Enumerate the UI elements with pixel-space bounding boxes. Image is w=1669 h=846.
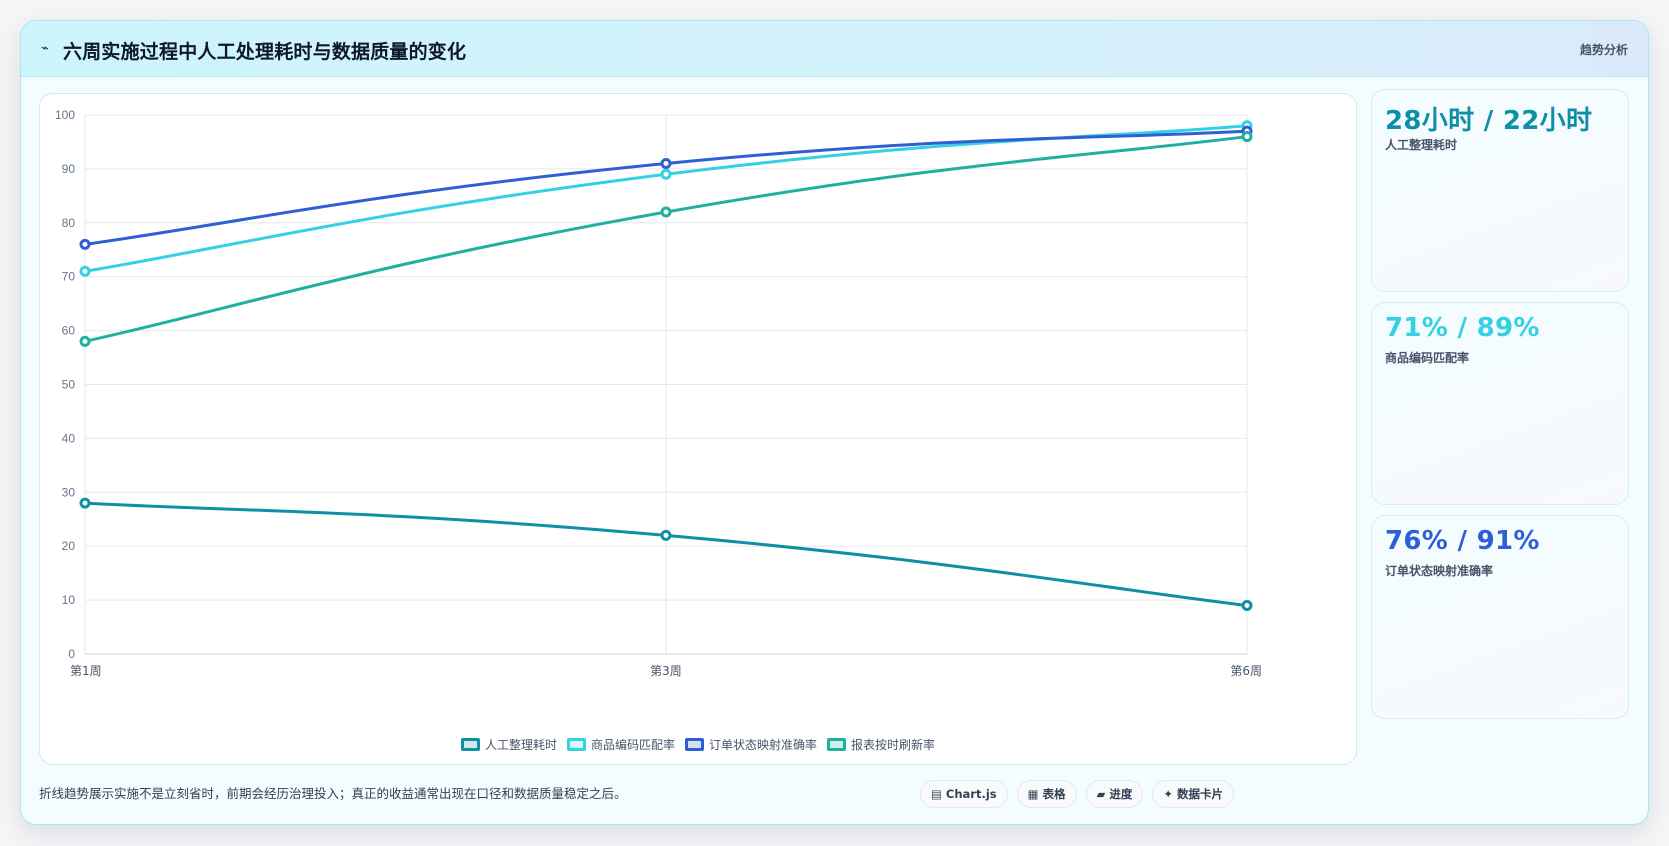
y-tick-label: 100 bbox=[55, 108, 75, 122]
stat-card-sku-match: 71% / 89% 商品编码匹配率 bbox=[1371, 302, 1629, 505]
line-chart-card: 0 10 20 30 40 50 60 70 80 90 100 第1周 第3周 第6周 人工整理耗时 商品… bbox=[39, 93, 1357, 765]
legend-item[interactable]: 人工整理耗时 bbox=[460, 736, 557, 753]
section-tag: 趋势分析 bbox=[1579, 43, 1628, 57]
legend-label: 商品编码匹配率 bbox=[590, 738, 675, 752]
legend-swatch bbox=[460, 738, 480, 751]
y-tick-label: 50 bbox=[62, 378, 76, 392]
data-point bbox=[1241, 131, 1253, 143]
stat-value: 76% / 91% bbox=[1385, 526, 1540, 556]
sparkle-icon: ✦ bbox=[1163, 787, 1174, 801]
legend-item[interactable]: 商品编码匹配率 bbox=[566, 736, 675, 753]
data-point bbox=[79, 497, 91, 509]
data-point bbox=[79, 238, 91, 250]
tab-chartjs[interactable]: ▤ Chart.js bbox=[920, 780, 1008, 808]
y-tick-label: 80 bbox=[62, 216, 76, 230]
y-tick-label: 60 bbox=[62, 324, 76, 338]
y-tick-label: 20 bbox=[62, 539, 76, 553]
x-tick-label: 第3周 bbox=[650, 664, 682, 678]
view-tabs: ▤ Chart.js ▦ 表格 ▰ 进度 ✦ 数据卡片 bbox=[920, 780, 1235, 808]
data-point bbox=[79, 265, 91, 277]
x-tick-label: 第6周 bbox=[1230, 664, 1262, 678]
tab-data-cards[interactable]: ✦ 数据卡片 bbox=[1152, 780, 1235, 808]
panel-header: ⌁ 六周实施过程中人工处理耗时与数据质量的变化 趋势分析 bbox=[21, 21, 1648, 77]
tab-label: Chart.js bbox=[945, 787, 997, 801]
legend-swatch bbox=[685, 738, 704, 751]
tab-label: 进度 bbox=[1109, 787, 1133, 801]
stat-card-order-mapping: 76% / 91% 订单状态映射准确率 bbox=[1371, 515, 1629, 719]
page-title: 六周实施过程中人工处理耗时与数据质量的变化 bbox=[63, 41, 467, 63]
tab-table[interactable]: ▦ 表格 bbox=[1016, 780, 1077, 808]
table-icon: ▦ bbox=[1027, 787, 1039, 801]
y-tick-label: 0 bbox=[68, 647, 75, 661]
legend-swatch bbox=[827, 738, 847, 751]
stat-label: 商品编码匹配率 bbox=[1385, 351, 1470, 365]
data-point bbox=[660, 158, 672, 170]
stat-label: 人工整理耗时 bbox=[1385, 138, 1458, 152]
data-point bbox=[79, 335, 91, 347]
data-point bbox=[660, 168, 672, 180]
y-tick-label: 90 bbox=[62, 162, 76, 176]
stat-label: 订单状态映射准确率 bbox=[1385, 564, 1494, 578]
legend-item[interactable]: 订单状态映射准确率 bbox=[685, 736, 817, 753]
y-tick-label: 10 bbox=[62, 593, 76, 607]
line-chart: 0 10 20 30 40 50 60 70 80 90 100 第1周 第3周 第6周 bbox=[55, 108, 1262, 678]
data-point bbox=[660, 529, 672, 541]
progress-icon: ▰ bbox=[1096, 787, 1106, 801]
chart-legend: 人工整理耗时 商品编码匹配率 订单状态映射准确率 报表按时刷新率 bbox=[40, 736, 1356, 753]
x-tick-label: 第1周 bbox=[70, 664, 102, 678]
legend-label: 订单状态映射准确率 bbox=[709, 738, 818, 752]
data-point bbox=[1241, 599, 1253, 611]
stat-value: 71% / 89% bbox=[1385, 313, 1540, 343]
stat-card-manual-hours: 28小时 / 22小时 人工整理耗时 bbox=[1371, 89, 1629, 292]
stat-value: 28小时 / 22小时 bbox=[1385, 106, 1593, 136]
y-tick-label: 40 bbox=[62, 431, 76, 445]
trend-line-icon: ⌁ bbox=[41, 41, 49, 56]
tab-progress[interactable]: ▰ 进度 bbox=[1085, 780, 1144, 808]
legend-item[interactable]: 报表按时刷新率 bbox=[827, 736, 935, 753]
tab-label: 数据卡片 bbox=[1177, 787, 1224, 801]
legend-swatch bbox=[566, 738, 586, 751]
footer-note: 折线趋势展示实施不是立刻省时，前期会经历治理投入；真正的收益通常出现在口径和数据… bbox=[39, 786, 627, 801]
chart-icon: ▤ bbox=[931, 787, 942, 801]
y-tick-label: 70 bbox=[62, 270, 76, 284]
trend-panel: ⌁ 六周实施过程中人工处理耗时与数据质量的变化 趋势分析 0 10 20 30 40 50… bbox=[20, 20, 1649, 825]
tab-label: 表格 bbox=[1042, 787, 1066, 801]
data-point bbox=[660, 206, 672, 218]
legend-label: 报表按时刷新率 bbox=[851, 738, 936, 752]
y-tick-label: 30 bbox=[62, 485, 76, 499]
legend-label: 人工整理耗时 bbox=[484, 738, 557, 752]
